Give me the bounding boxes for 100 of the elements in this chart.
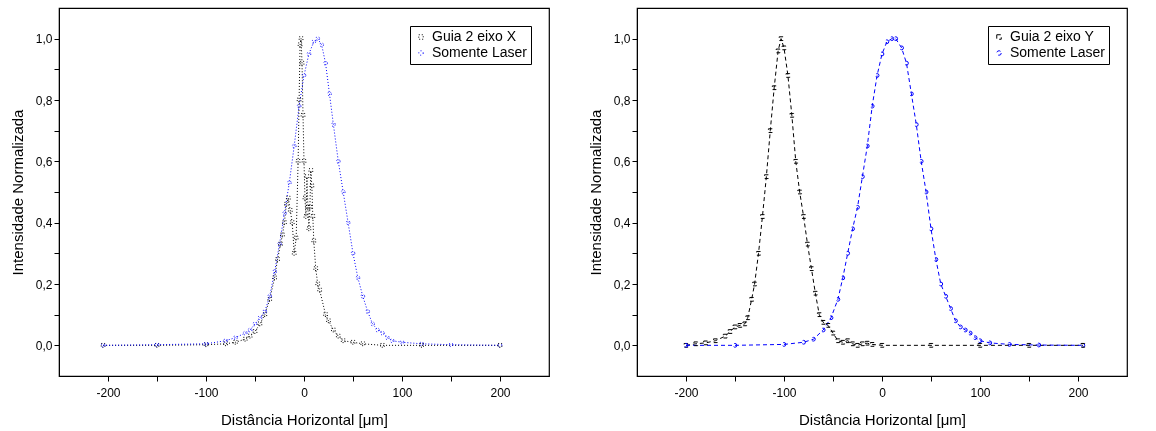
- point: [775, 48, 781, 54]
- point: [850, 341, 855, 347]
- point: [801, 339, 806, 345]
- point: [283, 201, 289, 207]
- point: [242, 336, 248, 342]
- point: [289, 220, 295, 226]
- y-tick-label: 0,6: [35, 154, 53, 169]
- point: [732, 342, 738, 348]
- point: [247, 333, 253, 339]
- point: [308, 168, 314, 173]
- point: [928, 342, 934, 348]
- point: [303, 214, 309, 219]
- point: [323, 60, 328, 66]
- point: [948, 306, 953, 311]
- point: [282, 211, 287, 216]
- point: [778, 36, 784, 42]
- point: [306, 226, 312, 232]
- point: [309, 183, 315, 189]
- y-tick-label: 0,0: [613, 338, 631, 353]
- point: [448, 342, 454, 348]
- y-tick-label: 0,2: [613, 277, 631, 292]
- point: [275, 257, 280, 262]
- point: [781, 45, 787, 51]
- point: [933, 257, 939, 262]
- point: [869, 342, 875, 347]
- point: [745, 315, 751, 321]
- point: [304, 174, 310, 180]
- point: [360, 341, 366, 347]
- point: [350, 339, 356, 345]
- point: [331, 327, 336, 333]
- point: [904, 60, 909, 66]
- point: [850, 226, 855, 232]
- point: [323, 312, 328, 318]
- point: [828, 315, 834, 321]
- point: [727, 329, 733, 334]
- point: [286, 180, 292, 186]
- point: [298, 36, 304, 42]
- point: [860, 174, 865, 180]
- point: [1036, 342, 1042, 348]
- point: [399, 339, 405, 345]
- point: [820, 327, 826, 333]
- point: [319, 42, 325, 48]
- point: [811, 336, 816, 342]
- point: [311, 238, 317, 244]
- point: [327, 91, 332, 97]
- point: [869, 103, 875, 109]
- point: [884, 39, 890, 45]
- x-axis-title: Distância Horizontal [μm]: [798, 410, 967, 428]
- point: [864, 340, 870, 346]
- point: [302, 195, 308, 201]
- y-tick-label: 0,4: [35, 216, 53, 231]
- x-tick-label: 200: [490, 385, 511, 400]
- y-tick-label: 0,8: [35, 93, 53, 108]
- point: [365, 309, 371, 314]
- point: [287, 208, 293, 213]
- point: [282, 220, 287, 226]
- point: [272, 275, 277, 281]
- point: [280, 232, 285, 238]
- point: [879, 342, 885, 348]
- point: [257, 315, 263, 321]
- point: [315, 36, 321, 42]
- point: [928, 226, 934, 232]
- y-tick-label: 0,2: [35, 277, 53, 292]
- point: [380, 342, 385, 348]
- point: [874, 73, 880, 78]
- x-tick-label: 100: [970, 385, 991, 400]
- point: [962, 327, 968, 333]
- point: [840, 275, 846, 281]
- point: [756, 250, 761, 256]
- point: [301, 73, 307, 78]
- point: [938, 281, 944, 287]
- x-tick-label: 100: [392, 385, 413, 400]
- point: [771, 85, 777, 91]
- point: [252, 329, 258, 334]
- y-tick-label: 1,0: [613, 32, 631, 47]
- point: [380, 330, 385, 336]
- y-axis-title: Intensidade Normalizada: [586, 108, 604, 276]
- point: [972, 335, 978, 341]
- point: [310, 214, 316, 219]
- point: [789, 112, 795, 118]
- x-tick-label: 0: [301, 385, 309, 400]
- point: [825, 323, 831, 328]
- point: [820, 319, 826, 325]
- point: [845, 250, 851, 256]
- point: [977, 342, 983, 348]
- point: [257, 321, 263, 327]
- point: [977, 338, 983, 344]
- point: [233, 335, 238, 341]
- x-tick-label: -200: [674, 385, 699, 400]
- point: [295, 158, 301, 164]
- point: [722, 333, 728, 339]
- point: [816, 312, 822, 318]
- x-tick-label: -100: [194, 385, 219, 400]
- point: [845, 338, 851, 344]
- point: [375, 327, 380, 333]
- point: [737, 323, 743, 328]
- point: [958, 324, 963, 330]
- point: [335, 333, 341, 339]
- point: [793, 158, 799, 164]
- point: [242, 330, 248, 336]
